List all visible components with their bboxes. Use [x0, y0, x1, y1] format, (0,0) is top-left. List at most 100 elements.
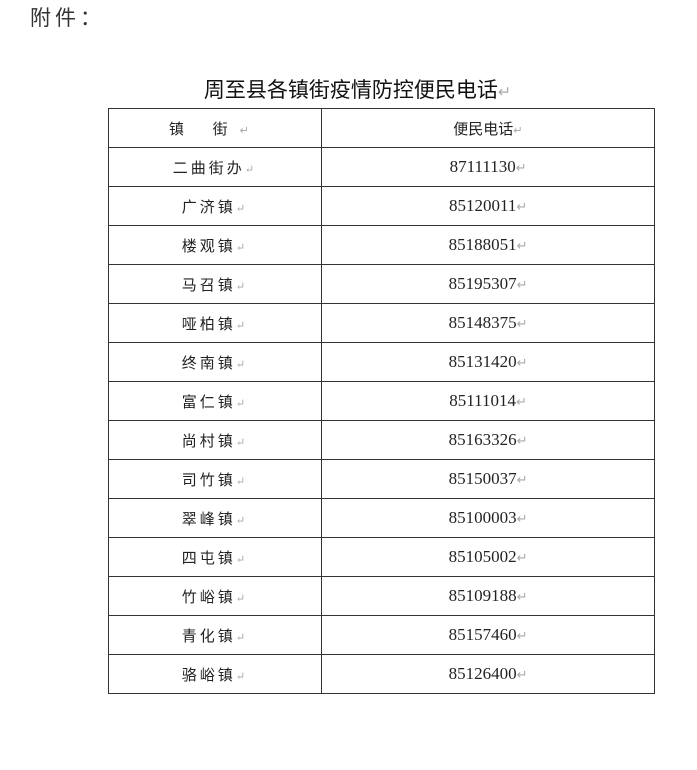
- town-cell: 骆峪镇: [108, 654, 322, 694]
- paragraph-mark-icon: [517, 313, 528, 332]
- phone-cell: 85105002: [321, 537, 655, 577]
- town-cell: 司竹镇: [108, 459, 322, 499]
- paragraph-mark-icon: [516, 391, 527, 410]
- paragraph-mark-icon: [236, 549, 248, 567]
- phone-cell: 85100003: [321, 498, 655, 538]
- header-town: 镇 街: [108, 108, 322, 148]
- town-name: 翠峰镇: [181, 509, 236, 528]
- header-phone-text: 便民电话: [453, 119, 514, 138]
- table-row: 竹峪镇 85109188: [108, 576, 655, 616]
- town-name: 青化镇: [181, 626, 236, 645]
- paragraph-mark-icon: [517, 625, 528, 644]
- town-name: 马召镇: [181, 275, 236, 294]
- paragraph-mark-icon: [236, 198, 248, 216]
- town-name: 四屯镇: [181, 548, 236, 567]
- town-cell: 富仁镇: [108, 381, 322, 421]
- paragraph-mark-icon: [236, 315, 248, 333]
- table-row: 司竹镇 85150037: [108, 459, 655, 499]
- paragraph-mark-icon: [236, 393, 248, 411]
- town-name: 终南镇: [181, 353, 236, 372]
- phone-number: 85120011: [448, 196, 517, 215]
- phone-cell: 85111014: [321, 381, 655, 421]
- town-cell: 四屯镇: [108, 537, 322, 577]
- phone-cell: 85109188: [321, 576, 655, 616]
- paragraph-mark-icon: [236, 471, 248, 489]
- phone-number: 85157460: [448, 625, 517, 644]
- header-phone: 便民电话: [321, 108, 655, 148]
- document-title: 周至县各镇街疫情防控便民电话: [0, 74, 697, 104]
- paragraph-mark-icon: [517, 508, 528, 527]
- table-row: 尚村镇 85163326: [108, 420, 655, 460]
- table-row: 青化镇 85157460: [108, 615, 655, 655]
- paragraph-mark-icon: [236, 276, 248, 294]
- header-town-text: 镇 街: [168, 119, 240, 138]
- town-name: 广济镇: [181, 197, 236, 216]
- town-cell: 尚村镇: [108, 420, 322, 460]
- town-name: 二曲街办: [172, 158, 245, 177]
- town-name: 楼观镇: [181, 236, 236, 255]
- town-cell: 楼观镇: [108, 225, 322, 265]
- town-cell: 二曲街办: [108, 147, 322, 187]
- town-name: 骆峪镇: [181, 665, 236, 684]
- paragraph-mark-icon: [517, 274, 528, 293]
- town-cell: 终南镇: [108, 342, 322, 382]
- paragraph-mark-icon: [517, 469, 528, 488]
- phone-cell: 85188051: [321, 225, 655, 265]
- paragraph-mark-icon: [517, 430, 528, 449]
- paragraph-mark-icon: [236, 666, 248, 684]
- paragraph-mark-icon: [516, 196, 527, 215]
- paragraph-mark-icon: [245, 159, 257, 177]
- table-row: 哑柏镇 85148375: [108, 303, 655, 343]
- phone-cell: 85195307: [321, 264, 655, 304]
- town-cell: 竹峪镇: [108, 576, 322, 616]
- document-title-text: 周至县各镇街疫情防控便民电话: [203, 78, 498, 102]
- table-row: 广济镇 85120011: [108, 186, 655, 226]
- paragraph-mark-icon: [236, 237, 248, 255]
- phone-cell: 85126400: [321, 654, 655, 694]
- table-row: 四屯镇 85105002: [108, 537, 655, 577]
- table-header-row: 镇 街 便民电话: [108, 108, 655, 148]
- paragraph-mark-icon: [236, 588, 248, 606]
- town-name: 富仁镇: [181, 392, 236, 411]
- paragraph-mark-icon: [498, 78, 511, 102]
- phone-cell: 85148375: [321, 303, 655, 343]
- phone-number: 85195307: [448, 274, 517, 293]
- phone-number: 85148375: [448, 313, 517, 332]
- table-row: 骆峪镇 85126400: [108, 654, 655, 694]
- town-cell: 翠峰镇: [108, 498, 322, 538]
- paragraph-mark-icon: [517, 547, 528, 566]
- town-cell: 广济镇: [108, 186, 322, 226]
- phone-table: 镇 街 便民电话 二曲街办 87111130 广济镇 85120011 楼观镇 85188…: [108, 108, 655, 694]
- phone-cell: 85131420: [321, 342, 655, 382]
- town-name: 司竹镇: [181, 470, 236, 489]
- paragraph-mark-icon: [517, 664, 528, 683]
- attachment-label: 附件：: [30, 6, 105, 30]
- paragraph-mark-icon: [517, 235, 528, 254]
- town-cell: 青化镇: [108, 615, 322, 655]
- phone-cell: 85150037: [321, 459, 655, 499]
- table-row: 楼观镇 85188051: [108, 225, 655, 265]
- phone-number: 87111130: [449, 157, 516, 176]
- phone-cell: 87111130: [321, 147, 655, 187]
- paragraph-mark-icon: [236, 510, 248, 528]
- table-row: 翠峰镇 85100003: [108, 498, 655, 538]
- paragraph-mark-icon: [516, 157, 527, 176]
- phone-number: 85188051: [448, 235, 517, 254]
- phone-number: 85111014: [449, 391, 517, 410]
- phone-number: 85109188: [448, 586, 517, 605]
- phone-number: 85105002: [448, 547, 517, 566]
- paragraph-mark-icon: [517, 352, 528, 371]
- table-row: 终南镇 85131420: [108, 342, 655, 382]
- phone-number: 85150037: [448, 469, 517, 488]
- paragraph-mark-icon: [236, 432, 248, 450]
- paragraph-mark-icon: [236, 354, 248, 372]
- town-name: 哑柏镇: [181, 314, 236, 333]
- phone-number: 85131420: [448, 352, 517, 371]
- town-name: 竹峪镇: [181, 587, 236, 606]
- town-cell: 马召镇: [108, 264, 322, 304]
- paragraph-mark-icon: [236, 627, 248, 645]
- phone-cell: 85163326: [321, 420, 655, 460]
- phone-number: 85163326: [448, 430, 517, 449]
- phone-number: 85126400: [448, 664, 517, 683]
- phone-cell: 85120011: [321, 186, 655, 226]
